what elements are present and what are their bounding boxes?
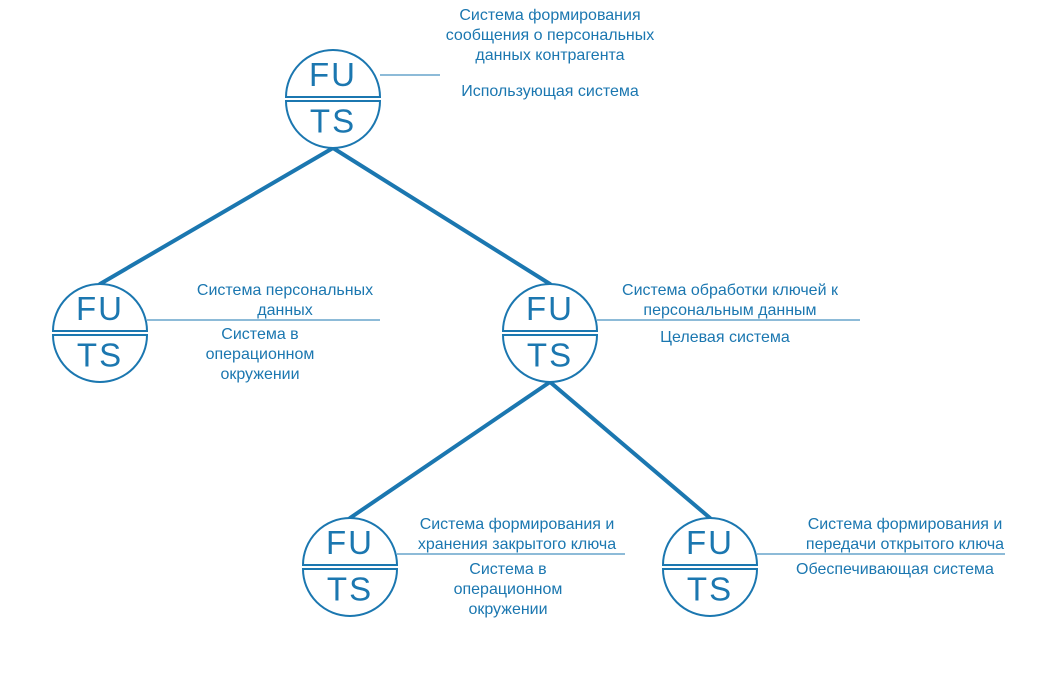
node-label-top: FU xyxy=(326,524,374,561)
node-label-bottom: TS xyxy=(310,102,356,139)
node-label-bottom: TS xyxy=(687,570,733,607)
annotation-subtitle: Целевая система xyxy=(640,328,810,348)
annotation-subtitle: Система в операционном окружении xyxy=(418,560,598,620)
node-label-top: FU xyxy=(686,524,734,561)
node-label-top: FU xyxy=(76,290,124,327)
node-label-bottom: TS xyxy=(77,336,123,373)
annotation-title: Система обработки ключей к персональным … xyxy=(600,281,860,321)
annotation-title: Система формирования и передачи открытог… xyxy=(790,515,1020,555)
node-label-top: FU xyxy=(309,56,357,93)
annotation-subtitle: Система в операционном окружении xyxy=(170,325,350,385)
node-label-bottom: TS xyxy=(527,336,573,373)
annotation-title: Система формирования сообщения о персона… xyxy=(420,6,680,66)
edge xyxy=(350,382,550,518)
node-label-top: FU xyxy=(526,290,574,327)
edge xyxy=(550,382,710,518)
node-root: FU TS xyxy=(286,50,440,148)
edge xyxy=(100,148,333,284)
annotation-title: Система персональных данных xyxy=(180,281,390,321)
annotation-subtitle: Обеспечивающая система xyxy=(795,560,995,580)
node-label-bottom: TS xyxy=(327,570,373,607)
annotation-subtitle: Использующая система xyxy=(440,82,660,102)
edge xyxy=(333,148,550,284)
annotation-title: Система формирования и хранения закрытог… xyxy=(402,515,632,555)
